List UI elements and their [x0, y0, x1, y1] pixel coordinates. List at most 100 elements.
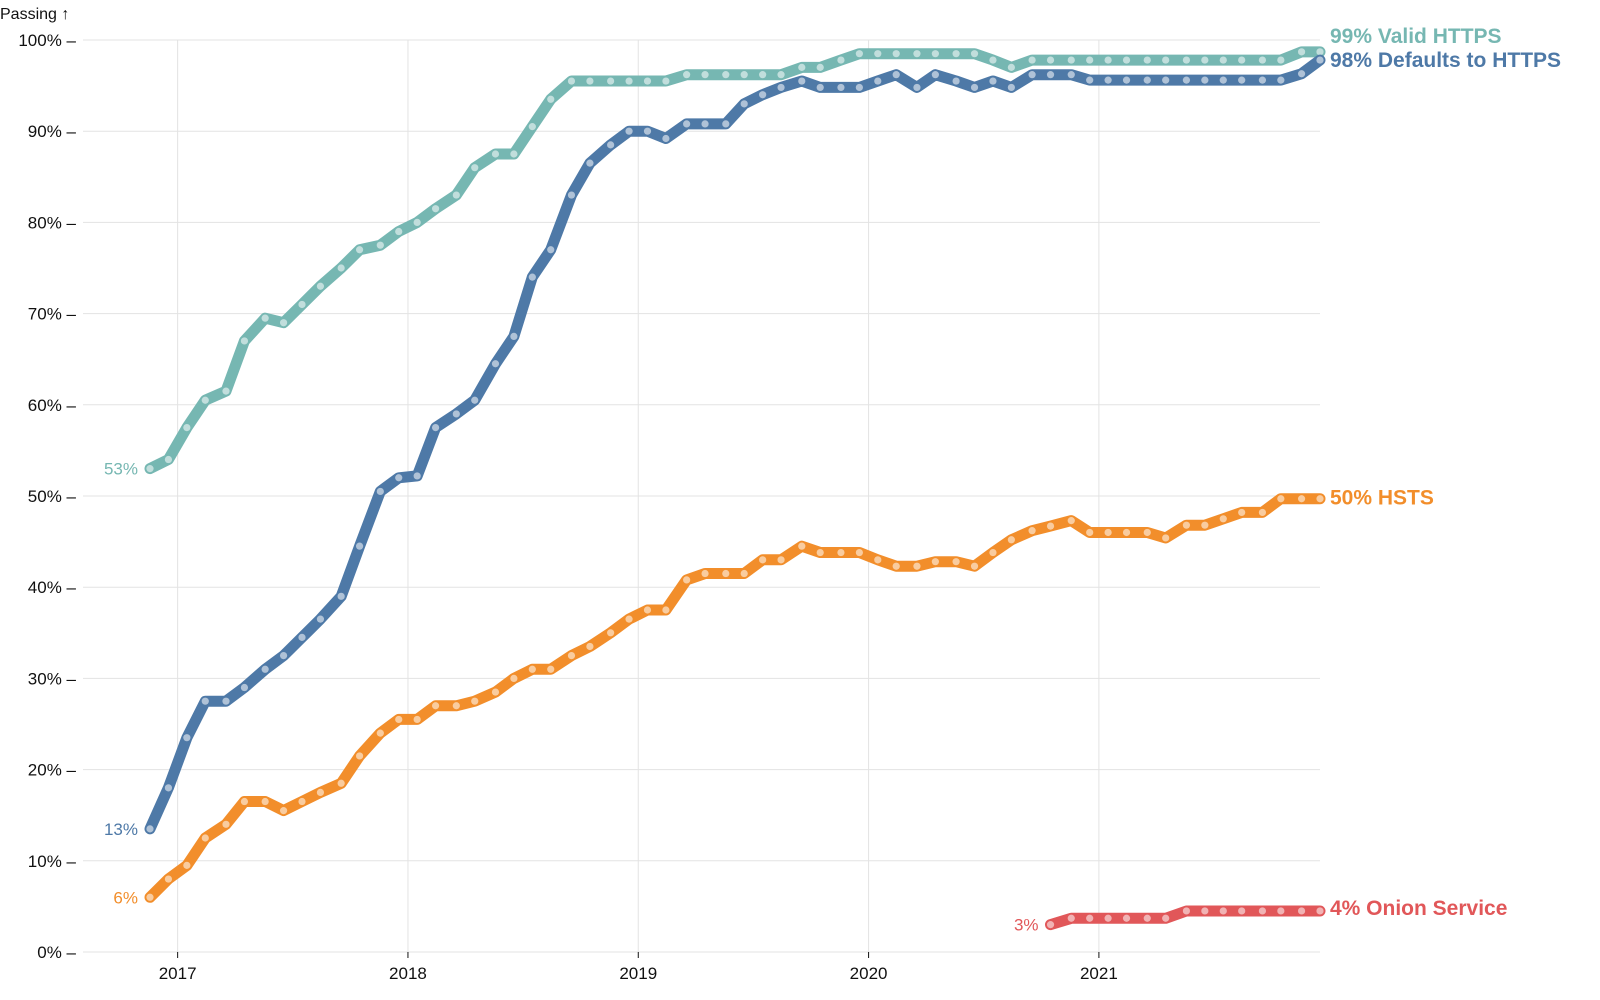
y-tick-label: 0% – — [37, 943, 76, 962]
data-point — [722, 120, 730, 128]
data-point — [607, 629, 615, 637]
data-point — [837, 83, 845, 92]
data-point — [431, 702, 440, 710]
data-point — [279, 319, 288, 327]
data-point — [395, 227, 403, 236]
data-point — [1162, 56, 1170, 64]
data-point — [279, 807, 288, 815]
data-point — [1162, 534, 1170, 542]
data-point — [567, 77, 576, 85]
data-point — [607, 141, 615, 149]
data-point — [625, 127, 633, 135]
data-point — [413, 715, 421, 724]
data-point — [316, 615, 325, 623]
data-point — [1201, 521, 1209, 529]
data-point — [222, 820, 230, 828]
data-point — [201, 697, 209, 705]
data-point — [952, 77, 960, 85]
data-point — [1219, 56, 1227, 64]
data-point — [183, 734, 191, 742]
data-point — [1143, 528, 1151, 537]
data-point — [261, 665, 269, 673]
data-point — [1258, 907, 1267, 915]
series-end-label: 4% Onion Service — [1330, 897, 1507, 920]
data-point — [586, 159, 594, 167]
data-point — [625, 77, 633, 85]
data-point — [662, 134, 670, 143]
y-tick-label: 40% – — [28, 578, 77, 597]
data-point — [931, 50, 939, 58]
y-tick-label: 100% – — [18, 31, 76, 50]
data-point — [1007, 83, 1015, 92]
data-point — [1297, 907, 1306, 915]
data-point — [837, 56, 845, 64]
data-point — [970, 562, 979, 570]
data-point — [1219, 907, 1227, 915]
data-point — [662, 77, 670, 85]
data-point — [1219, 76, 1227, 84]
x-tick-label: 2021 — [1080, 964, 1118, 983]
data-point — [355, 542, 364, 550]
data-point — [1316, 56, 1324, 64]
data-point — [1297, 70, 1306, 78]
x-tick-label: 2020 — [850, 964, 888, 983]
data-point — [1258, 508, 1267, 517]
data-point — [970, 50, 979, 58]
data-point — [567, 191, 576, 199]
data-point — [1277, 495, 1285, 503]
data-point — [798, 542, 806, 550]
data-point — [643, 606, 652, 614]
data-point — [1182, 76, 1191, 84]
data-point — [413, 218, 421, 226]
data-point — [146, 893, 154, 901]
data-point — [1316, 907, 1324, 915]
data-point — [892, 562, 900, 570]
data-point — [1086, 76, 1094, 84]
data-point — [777, 83, 785, 92]
data-point — [777, 556, 785, 564]
data-point — [1122, 76, 1131, 84]
data-point — [376, 729, 384, 737]
data-point — [471, 697, 479, 705]
data-point — [1086, 56, 1094, 64]
series-start-label: 6% — [113, 888, 138, 907]
data-point — [1067, 71, 1075, 79]
data-point — [279, 652, 288, 660]
data-point — [298, 633, 306, 641]
data-point — [1162, 76, 1170, 84]
data-point — [1046, 522, 1055, 530]
data-point — [855, 50, 863, 58]
series-lines — [144, 46, 1326, 931]
data-point — [1201, 76, 1209, 84]
data-point — [913, 83, 921, 92]
data-point — [395, 715, 403, 724]
data-point — [625, 615, 633, 623]
data-point — [222, 697, 230, 705]
data-point — [777, 71, 785, 79]
series-start-label: 53% — [104, 460, 138, 479]
data-point — [1067, 517, 1075, 525]
data-point — [183, 861, 191, 869]
data-point — [146, 825, 154, 833]
data-point — [1182, 907, 1191, 915]
data-point — [855, 548, 863, 557]
y-tick-label: 10% – — [28, 852, 77, 871]
y-axis-title: Passing ↑ — [0, 6, 69, 23]
data-point — [337, 779, 345, 787]
series-labels: 53% 99% Valid HTTPS 13% 98% Defaults to HTT… — [104, 25, 1561, 935]
data-point — [643, 127, 652, 135]
data-point — [586, 77, 594, 85]
data-point — [1028, 527, 1036, 535]
data-point — [952, 558, 960, 566]
x-tick-label: 2018 — [389, 964, 427, 983]
data-point — [701, 71, 709, 79]
data-point — [316, 282, 325, 290]
data-point — [413, 472, 421, 480]
data-point — [510, 332, 518, 340]
data-point — [1067, 56, 1075, 64]
data-point — [1238, 56, 1246, 64]
data-point — [1143, 914, 1151, 922]
data-point — [298, 300, 306, 309]
data-point — [1007, 63, 1015, 71]
data-point — [164, 784, 173, 792]
